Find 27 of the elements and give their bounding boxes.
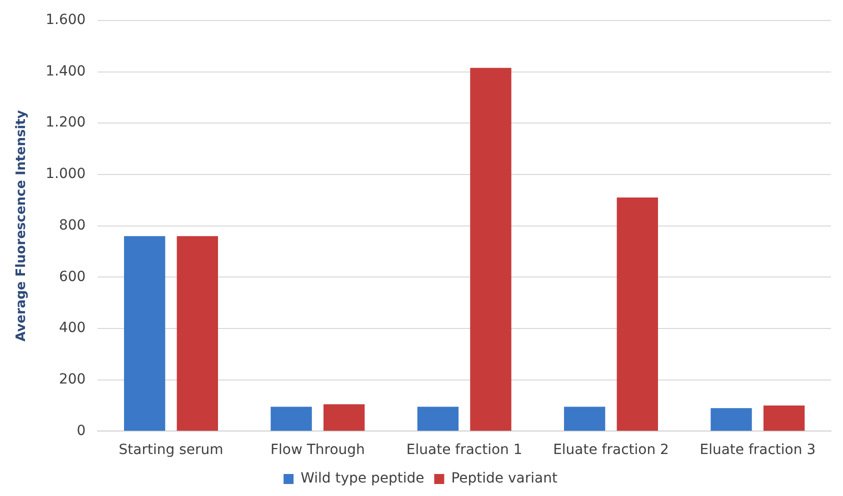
bar	[270, 406, 312, 431]
x-tick-label: Flow Through	[270, 442, 365, 458]
bar	[710, 408, 752, 431]
y-tick-label: 400	[58, 320, 86, 336]
y-tick-label: 200	[58, 371, 86, 388]
bar	[470, 68, 512, 431]
x-tick-label: Starting serum	[118, 442, 224, 458]
bar	[176, 236, 218, 431]
bar	[763, 406, 805, 431]
x-tick-label: Eluate fraction 3	[700, 442, 816, 458]
bar	[124, 236, 166, 431]
bar	[323, 404, 365, 431]
y-tick-label: 800	[58, 217, 86, 234]
y-tick-label: 1.200	[46, 114, 86, 131]
bar	[616, 198, 658, 431]
x-tick-label: Eluate fraction 2	[553, 442, 669, 458]
legend-label: Wild type peptide	[300, 470, 424, 487]
y-tick-label: 1.000	[46, 166, 86, 182]
bar	[417, 406, 459, 431]
bar	[564, 406, 606, 431]
y-axis-title: Average Fluorescence Intensity	[14, 110, 30, 342]
legend-label: Peptide variant	[451, 470, 558, 487]
x-tick-label: Eluate fraction 1	[406, 442, 522, 458]
y-tick-label: 1.600	[46, 12, 86, 28]
y-tick-label: 0	[76, 422, 86, 439]
y-tick-label: 1.400	[46, 63, 86, 80]
y-tick-label: 600	[58, 268, 86, 285]
